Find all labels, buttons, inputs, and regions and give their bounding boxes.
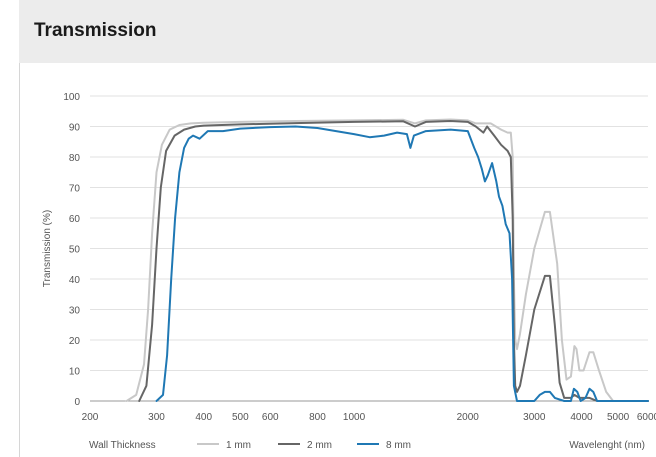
panel-border: [19, 63, 20, 457]
legend-label: 2 mm: [307, 440, 332, 451]
x-tick-label: 5000: [607, 412, 630, 423]
x-tick-label: 3000: [523, 412, 546, 423]
x-tick-label: 800: [309, 412, 326, 423]
x-tick-label: 600: [262, 412, 279, 423]
y-tick-label: 80: [69, 153, 81, 164]
x-tick-label: 4000: [570, 412, 593, 423]
y-tick-label: 0: [74, 397, 80, 408]
chart-title: Transmission: [34, 20, 157, 41]
y-tick-label: 30: [69, 306, 81, 317]
y-tick-label: 20: [69, 336, 81, 347]
y-tick-label: 70: [69, 184, 81, 195]
x-tick-label: 200: [82, 412, 99, 423]
x-tick-label: 6000: [637, 412, 656, 423]
series-line-1-mm: [125, 118, 649, 402]
y-tick-label: 100: [63, 92, 80, 103]
x-tick-label: 2000: [457, 412, 480, 423]
x-tick-label: 400: [195, 412, 212, 423]
series-line-8-mm: [155, 125, 649, 402]
y-tick-label: 10: [69, 367, 81, 378]
x-axis-label: Wavelenght (nm): [569, 440, 645, 451]
legend-label: 1 mm: [226, 440, 251, 451]
y-axis-label: Transmission (%): [42, 210, 53, 287]
x-tick-label: 300: [148, 412, 165, 423]
legend-label: 8 mm: [386, 440, 411, 451]
legend-title: Wall Thickness: [89, 440, 156, 451]
series-line-2-mm: [138, 120, 649, 402]
chart-header: Transmission: [19, 0, 656, 63]
x-tick-label: 500: [232, 412, 249, 423]
y-tick-label: 50: [69, 245, 81, 256]
x-tick-label: 1000: [343, 412, 366, 423]
y-tick-label: 40: [69, 275, 81, 286]
y-tick-label: 90: [69, 123, 81, 134]
y-tick-label: 60: [69, 214, 81, 225]
